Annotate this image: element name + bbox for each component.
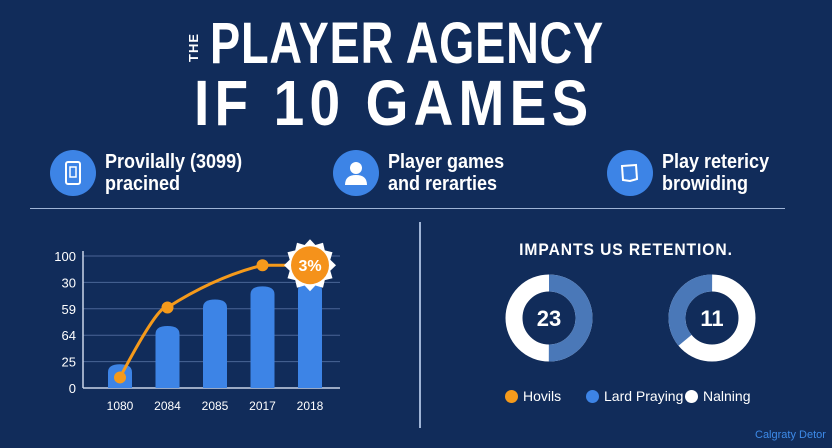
page-title-line1: PLAYER AGENCY (210, 11, 604, 76)
bar (155, 325, 180, 388)
donut-segment-blue (505, 274, 593, 362)
trend-point (161, 301, 174, 314)
y-tick-label: 0 (69, 381, 76, 396)
user-icon (333, 150, 379, 196)
donut-charts: 23 11 (505, 274, 756, 362)
y-tick-label: 30 (62, 275, 76, 290)
x-tick-label: 2085 (202, 399, 229, 413)
legend-swatch-blue (586, 389, 599, 403)
bar-line-chart: 0 25 64 59 30 100 1080 2084 2085 2017 2018 3% (54, 239, 340, 413)
section-divider (30, 208, 785, 209)
y-tick-label: 25 (62, 355, 76, 370)
map-icon (607, 150, 653, 196)
trend-point (114, 371, 126, 384)
legend-item-3: Nalning (685, 388, 750, 404)
x-tick-label: 2017 (249, 399, 276, 413)
feature-3: Play retericy browiding (607, 150, 781, 196)
feature-1: Provilally (3099) pracined (50, 150, 257, 196)
x-tick-label: 2018 (297, 399, 324, 413)
y-tick-label: 100 (54, 249, 76, 264)
y-tick-label: 64 (62, 328, 76, 343)
annotation-badge: 3% (284, 239, 336, 292)
legend-item-1: Hovils (505, 388, 561, 404)
legend-item-2: Lard Praying (586, 388, 683, 404)
trend-point (256, 259, 269, 272)
column-divider (419, 222, 421, 428)
feature-2-line1: Player games (388, 151, 505, 173)
legend-label: Nalning (703, 388, 751, 404)
donut-center-label: 23 (537, 306, 561, 331)
bar (250, 286, 275, 388)
footer-credit: Calgraty Detor (755, 429, 826, 441)
x-tick-label: 2084 (154, 399, 181, 413)
badge-fill (291, 246, 329, 285)
legend-label: Lard Praying (604, 388, 684, 404)
feature-3-line2: browiding (662, 173, 748, 195)
legend-swatch-white (685, 389, 698, 403)
donut-section-title: IMPANTS US RETENTION. (519, 240, 733, 259)
bar (203, 299, 227, 388)
donut-center-label: 11 (700, 306, 723, 331)
feature-2: Player games and rerarties (333, 150, 517, 196)
legend-swatch-orange (505, 389, 518, 403)
feature-3-line1: Play retericy (662, 151, 770, 173)
feature-2-line2: and rerarties (388, 173, 498, 195)
phone-icon (50, 150, 96, 196)
feature-1-line1: Provilally (3099) (105, 151, 243, 173)
feature-1-line2: pracined (105, 173, 181, 195)
y-tick-label: 59 (62, 302, 76, 317)
x-tick-label: 1080 (107, 399, 134, 413)
legend-label: Hovils (523, 388, 562, 404)
bar (298, 282, 322, 388)
title-prefix: THE (186, 33, 201, 62)
page-title-line2: IF 10 GAMES (194, 67, 594, 139)
badge-label: 3% (298, 258, 321, 275)
